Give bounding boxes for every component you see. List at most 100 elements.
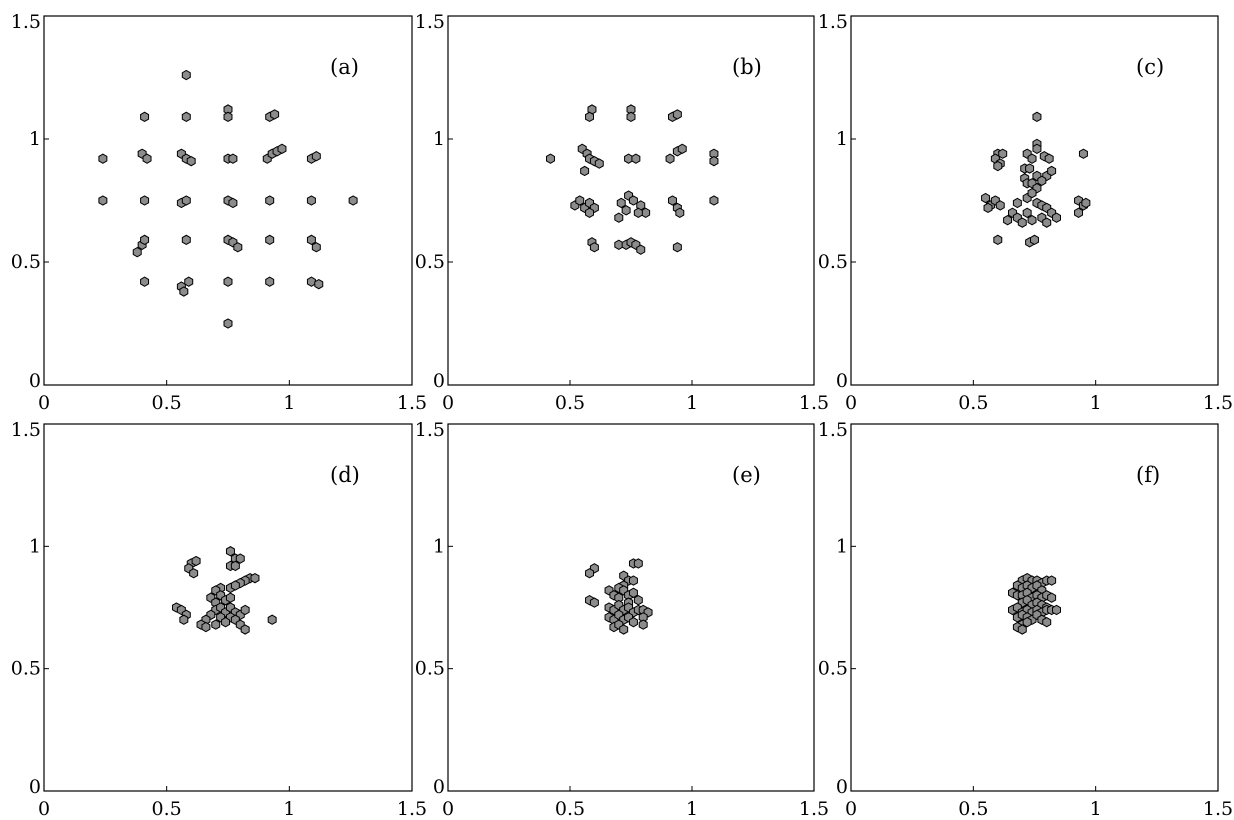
axes-frame <box>850 15 1219 386</box>
x-tick-label: 0.5 <box>958 392 988 414</box>
data-point <box>1042 217 1052 228</box>
x-tick-label: 0 <box>442 798 454 820</box>
data-point <box>265 276 275 287</box>
data-point <box>624 153 634 164</box>
data-point <box>184 276 194 287</box>
data-point <box>1012 197 1022 209</box>
data-point <box>1078 148 1088 159</box>
data-point <box>585 207 594 218</box>
y-tick-label: 0 <box>29 776 41 798</box>
data-point <box>140 234 150 246</box>
axes-frame <box>447 423 815 792</box>
panel-label: (d) <box>330 463 360 487</box>
data-point <box>1047 592 1057 603</box>
data-point <box>140 195 150 206</box>
axes-frame <box>850 423 1219 792</box>
data-point <box>677 143 687 155</box>
data-point <box>993 160 1003 172</box>
x-tick-label: 0.5 <box>152 392 182 414</box>
x-tick-label: 0.5 <box>555 798 585 820</box>
panel-b: 0 0.5 1 1.5 0 0.5 1 1.5 (b) <box>415 11 829 414</box>
panel-label: (a) <box>330 55 359 79</box>
data-point <box>265 195 275 206</box>
y-tick-label: 0 <box>433 370 445 392</box>
data-point <box>179 286 189 297</box>
data-point <box>585 568 594 579</box>
x-tick-label: 1.5 <box>799 392 829 414</box>
x-tick-label: 1 <box>283 392 295 414</box>
data-point <box>672 242 682 253</box>
data-point <box>223 276 233 287</box>
data-point <box>614 239 624 250</box>
data-point <box>1052 212 1061 223</box>
data-point <box>140 111 150 123</box>
data-point <box>575 195 585 206</box>
data-point <box>546 153 555 164</box>
x-tick-label: 0 <box>38 392 50 414</box>
data-point <box>668 195 677 206</box>
data-point <box>211 619 221 630</box>
y-tick-label: 0.5 <box>818 251 848 273</box>
x-tick-label: 1.5 <box>1203 798 1233 820</box>
data-point <box>1022 617 1032 628</box>
data-point <box>1074 207 1084 218</box>
data-point <box>277 143 287 155</box>
x-tick-label: 1 <box>1090 392 1102 414</box>
data-point <box>233 242 243 253</box>
data-point <box>1047 575 1057 586</box>
x-tick-label: 1.5 <box>397 392 427 414</box>
data-point <box>709 155 719 167</box>
panel-label: (e) <box>732 463 761 487</box>
data-point <box>1042 617 1052 628</box>
data-point <box>223 111 233 123</box>
panel-label: (c) <box>1136 55 1164 79</box>
data-point <box>140 276 150 287</box>
data-point <box>306 234 316 246</box>
data-point <box>619 624 629 635</box>
data-point <box>1030 234 1039 246</box>
data-point <box>265 234 275 246</box>
data-point <box>306 276 316 287</box>
data-point <box>589 242 599 253</box>
data-point <box>230 560 240 572</box>
x-tick-label: 0.5 <box>958 798 988 820</box>
x-tick-label: 1.5 <box>799 798 829 820</box>
y-tick-label: 1.5 <box>11 11 41 33</box>
y-tick-label: 1.5 <box>415 11 445 33</box>
data-point <box>983 202 993 214</box>
data-point <box>181 234 191 246</box>
data-point <box>1017 624 1027 635</box>
data-point <box>348 195 358 206</box>
data-point <box>228 197 238 209</box>
panel-a: 0 0.5 1 1.5 0 0.5 1 1.5 (a) <box>11 11 427 414</box>
data-point <box>1003 215 1013 226</box>
data-point <box>225 592 235 603</box>
data-point <box>311 242 321 253</box>
y-tick-label: 1 <box>29 128 41 150</box>
axes-frame <box>447 15 815 386</box>
data-point <box>98 153 108 164</box>
x-tick-label: 0 <box>845 798 857 820</box>
data-point <box>993 234 1003 246</box>
data-point <box>221 617 231 628</box>
data-point <box>1017 217 1027 228</box>
data-point <box>1025 163 1035 174</box>
data-point <box>672 109 682 120</box>
y-tick-label: 0 <box>433 776 445 798</box>
data-point <box>638 619 648 630</box>
y-tick-label: 1.5 <box>818 419 848 441</box>
y-tick-label: 0.5 <box>415 658 445 680</box>
x-tick-label: 0 <box>442 392 454 414</box>
x-tick-label: 0 <box>38 798 50 820</box>
data-point <box>98 195 108 206</box>
data-point <box>306 195 316 206</box>
axes-frame <box>43 423 413 792</box>
data-point <box>981 192 991 204</box>
x-tick-label: 0 <box>845 392 857 414</box>
panel-e: 0 0.5 1 1.5 0 0.5 1 1.5 (e) <box>415 419 829 820</box>
x-tick-label: 0.5 <box>555 392 585 414</box>
data-point <box>1032 143 1042 155</box>
data-point <box>181 195 191 206</box>
data-point <box>179 614 189 625</box>
